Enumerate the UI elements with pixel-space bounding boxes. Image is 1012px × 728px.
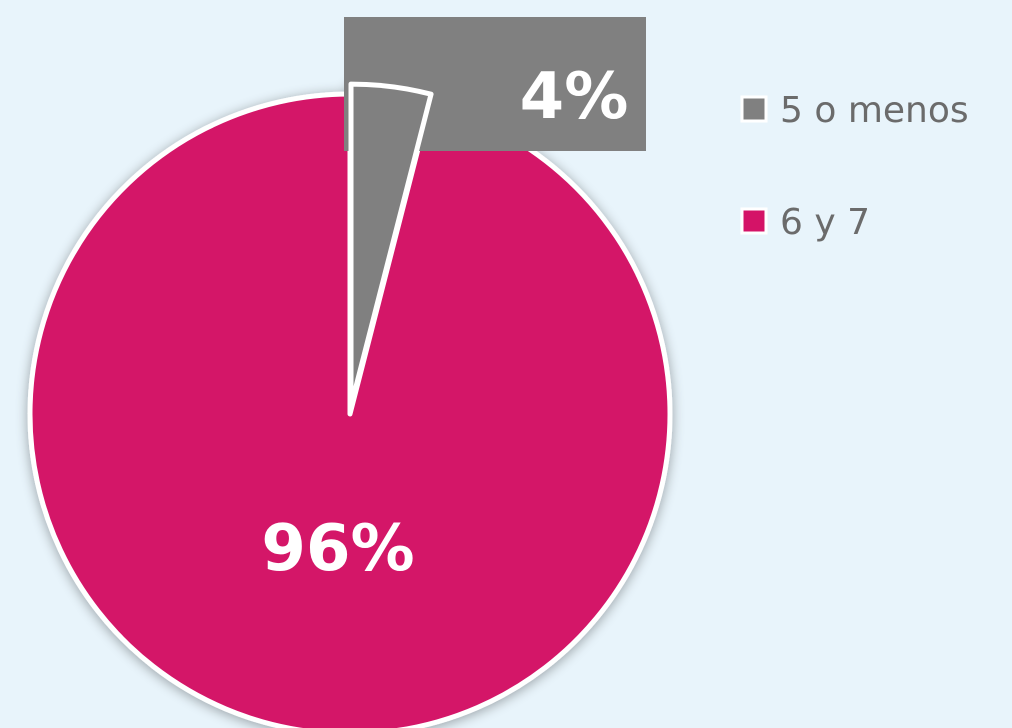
- legend-swatch-6-y-7: [740, 207, 768, 235]
- pie-data-labels: 4% 96%: [261, 17, 646, 586]
- data-label-5-o-menos: 4%: [520, 60, 629, 134]
- legend-swatch-5-o-menos: [740, 95, 768, 123]
- legend-label-5-o-menos: 5 o menos: [780, 90, 969, 131]
- pie-slice-6-y-7: [27, 91, 673, 728]
- legend-item-6-y-7: 6 y 7: [740, 202, 870, 243]
- data-label-6-y-7: 96%: [261, 512, 414, 586]
- legend-label-6-y-7: 6 y 7: [780, 202, 870, 243]
- pie-slice-5-o-menos-front: [348, 81, 434, 409]
- legend: 5 o menos 6 y 7: [740, 90, 969, 243]
- legend-item-5-o-menos: 5 o menos: [740, 90, 969, 131]
